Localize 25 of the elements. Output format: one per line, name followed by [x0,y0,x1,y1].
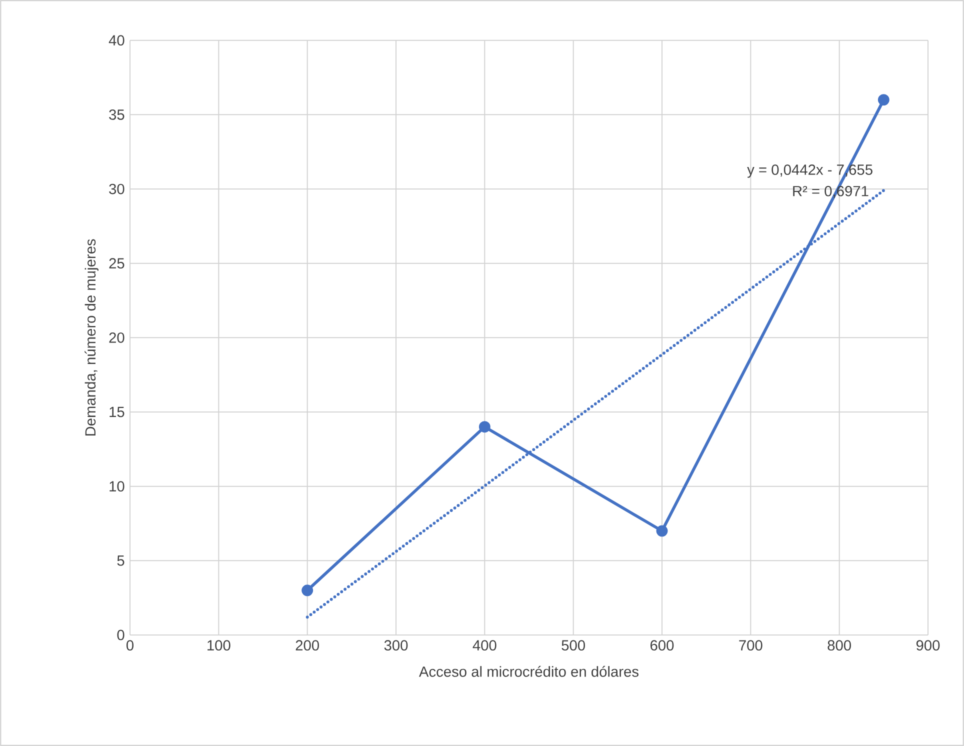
y-tick-label: 30 [109,184,124,194]
x-tick-label: 400 [472,640,496,651]
y-tick-label: 40 [108,35,124,46]
y-axis-title: Demanda, número de mujeres [84,239,98,436]
y-tick-label: 35 [109,109,124,120]
y-tick-label: 10 [110,481,124,492]
x-tick-label: 900 [916,640,940,651]
x-tick-label: 300 [384,640,408,651]
x-tick-label: 500 [562,640,585,651]
y-tick-label: 25 [109,258,124,269]
y-tick-label: 5 [117,556,124,566]
x-tick-label: 100 [208,640,230,651]
x-tick-label: 200 [296,640,319,651]
point [656,525,668,537]
y-tick-label: 0 [117,630,124,640]
y-tick-label: 20 [109,332,124,343]
point [302,584,314,596]
point [878,94,890,106]
x-tick-label: 800 [828,640,851,651]
x-tick-label: 0 [126,640,134,651]
point [478,421,490,433]
x-tick-label: 600 [650,640,674,651]
x-tick-label: 700 [739,640,762,651]
y-tick-label: 15 [110,406,124,418]
x-axis-title: Acceso al microcrédito en dólares [418,666,638,677]
